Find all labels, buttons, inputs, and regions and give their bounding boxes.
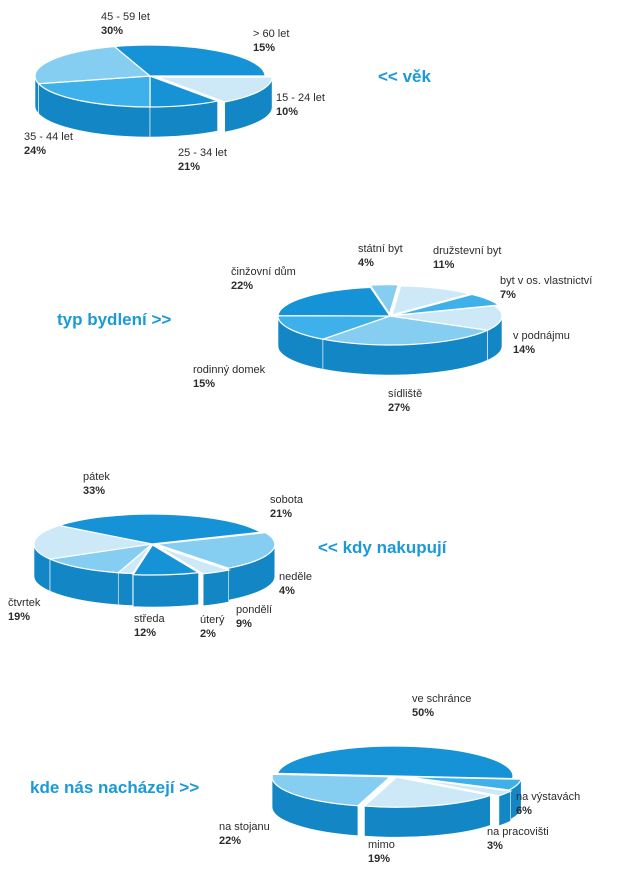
slice-value-pondeli: 9% xyxy=(236,618,252,630)
pie-slice-mimo xyxy=(362,776,493,808)
pie-slice-pondeli xyxy=(132,544,201,576)
slice-label-25-34-let: 25 - 34 let xyxy=(178,147,227,159)
chart-typ-bydleni: státní byt 4% družstevní byt 11% byt v os. v… xyxy=(193,243,592,414)
slice-value-25-34-let: 21% xyxy=(178,161,200,173)
slice-label-ve-schrance: ve schránce xyxy=(412,693,471,705)
chart-kdy-nakupuji: sobota 21% neděle 4% pondělí 9% úterý 2% středa 1… xyxy=(8,471,312,640)
pie-slice-druzstevni-byt xyxy=(391,285,473,316)
chart-title-typ-bydleni: typ bydlení >> xyxy=(57,310,172,329)
slice-value-druzstevni-byt: 11% xyxy=(433,259,455,271)
pie-slice-nedele xyxy=(156,545,232,575)
slice-label-na-stojanu: na stojanu xyxy=(219,821,270,833)
slice-label-mimo: mimo xyxy=(368,839,395,851)
slice-value-ctvrtek: 19% xyxy=(8,611,30,623)
slice-label-cinzovni-dum: činžovní dům xyxy=(231,266,296,278)
slice-label-rodinny-domek: rodinný domek xyxy=(193,364,266,376)
slice-label-utery: úterý xyxy=(200,614,225,626)
slice-value-utery: 2% xyxy=(200,628,216,640)
chart-title-kde-nas-nachazeji: kde nás nacházejí >> xyxy=(30,778,200,797)
pie-slice-cinzovni-dum xyxy=(277,286,392,317)
slice-label-pondeli: pondělí xyxy=(236,604,272,616)
slice-label-sidliste: sídliště xyxy=(388,388,422,400)
pie-wall-nedele xyxy=(202,569,230,607)
pie-slice-35-44-let xyxy=(34,45,152,85)
slice-value-15-24-let: 10% xyxy=(276,106,298,118)
slice-label-na-vystavach: na výstavách xyxy=(516,791,580,803)
chart-title-vek: << věk xyxy=(378,67,431,86)
pie-slice-60-let xyxy=(156,76,273,103)
pie-slice-25-34-let xyxy=(37,75,151,108)
slice-label-patek: pátek xyxy=(83,471,110,483)
slice-label-35-44-let: 35 - 44 let xyxy=(24,131,73,143)
slice-value-45-59-let: 30% xyxy=(101,25,123,37)
slice-value-nedele: 4% xyxy=(279,585,295,597)
slice-value-v-podnajmu: 14% xyxy=(513,344,535,356)
slice-label-streda: středa xyxy=(134,613,165,625)
pie-slice-v-podnajmu xyxy=(389,305,503,331)
pie-slice-15-24-let xyxy=(149,75,220,108)
slice-value-na-vystavach: 6% xyxy=(516,805,532,817)
slice-label-sobota: sobota xyxy=(270,494,304,506)
slice-value-patek: 33% xyxy=(83,485,105,497)
slice-value-byt-v-os-vlastnictvi: 7% xyxy=(500,289,516,301)
pie-slice-sobota xyxy=(156,531,276,569)
pie-wall-utery xyxy=(117,572,134,606)
slice-value-sidliste: 27% xyxy=(388,402,410,414)
pie-slice-na-pracovisti xyxy=(405,777,513,797)
chart-vek: > 60 let 15% 15 - 24 let 10% 25 - 34 let 21% 3… xyxy=(24,11,325,173)
slice-label-byt-v-os-vlastnictvi: byt v os. vlastnictví xyxy=(500,275,592,287)
chart-title-kdy-nakupuji: << kdy nakupují xyxy=(318,538,447,557)
pie-wall-na-pracovisti xyxy=(498,790,511,827)
slice-value-statni-byt: 4% xyxy=(358,257,374,269)
slice-value-na-pracovisti: 3% xyxy=(487,840,503,852)
pie-slice-streda xyxy=(47,543,154,574)
slice-label-60-let: > 60 let xyxy=(253,28,289,40)
slice-label-ctvrtek: čtvrtek xyxy=(8,597,41,609)
slice-value-60-let: 15% xyxy=(253,42,275,54)
chart-kde-nas-nachazeji: ve schránce 50% na výstavách 6% na pracovišt… xyxy=(219,693,580,865)
pie-slice-patek xyxy=(56,513,263,545)
pie-slice-rodinny-domek xyxy=(277,314,391,340)
slice-label-nedele: neděle xyxy=(279,571,312,583)
pie-slice-ve-schrance xyxy=(276,745,514,780)
pie-slice-statni-byt xyxy=(369,284,399,316)
slice-label-45-59-let: 45 - 59 let xyxy=(101,11,150,23)
slice-label-na-pracovisti: na pracovišti xyxy=(487,826,549,838)
pie-slice-45-59-let xyxy=(112,44,266,77)
slice-label-druzstevni-byt: družstevní byt xyxy=(433,245,501,257)
pie-slice-sidliste xyxy=(320,315,490,346)
slice-label-15-24-let: 15 - 24 let xyxy=(276,92,325,104)
slice-value-sobota: 21% xyxy=(270,508,292,520)
slice-label-v-podnajmu: v podnájmu xyxy=(513,330,570,342)
slice-value-cinzovni-dum: 22% xyxy=(231,280,253,292)
slice-value-mimo: 19% xyxy=(368,853,390,865)
slice-value-ve-schrance: 50% xyxy=(412,707,434,719)
pie-slice-ctvrtek xyxy=(33,524,153,560)
slice-value-na-stojanu: 22% xyxy=(219,835,241,847)
slice-value-streda: 12% xyxy=(134,627,156,639)
pie-slice-na-stojanu xyxy=(271,773,392,807)
pie-wall-pondeli xyxy=(132,572,199,608)
slice-value-35-44-let: 24% xyxy=(24,145,46,157)
pie-slice-byt-v-os-vlastnictvi xyxy=(394,293,501,316)
slice-value-rodinny-domek: 15% xyxy=(193,378,215,390)
slice-label-statni-byt: státní byt xyxy=(358,243,403,255)
pie-slice-na-vystavach xyxy=(403,776,523,791)
